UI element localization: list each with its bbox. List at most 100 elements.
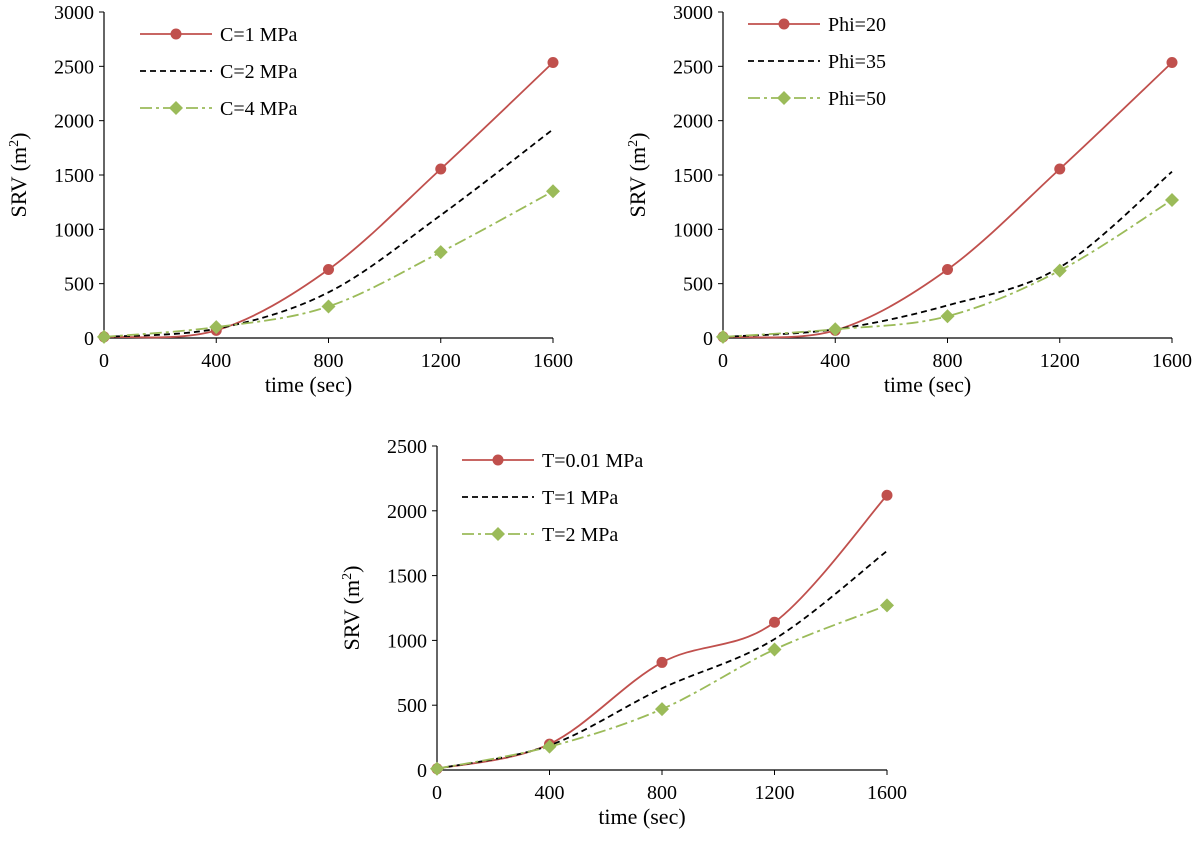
series-line — [103, 128, 554, 338]
legend-label: T=1 MPa — [542, 487, 618, 509]
legend-label: T=2 MPa — [542, 524, 618, 546]
series-2 — [103, 128, 554, 338]
series-line — [103, 190, 554, 338]
y-tick-label: 3000 — [54, 2, 94, 24]
y-axis-label: SRV (m2) — [625, 133, 650, 218]
legend-entry: Phi=50 — [748, 88, 886, 110]
legend-entry: C=2 MPa — [140, 61, 298, 83]
legend-entry: T=0.01 MPa — [462, 450, 643, 472]
legend-label: C=1 MPa — [220, 24, 298, 46]
data-point — [321, 299, 336, 314]
x-tick-label: 0 — [718, 350, 728, 372]
legend-marker — [777, 91, 791, 105]
x-axis-label: time (sec) — [265, 372, 352, 397]
legend-label: C=4 MPa — [220, 98, 298, 120]
legend-entry: T=2 MPa — [462, 524, 618, 546]
data-point — [97, 329, 111, 344]
data-point — [323, 264, 334, 276]
data-point — [1166, 57, 1178, 69]
data-point — [1054, 163, 1066, 175]
y-tick-label: 500 — [64, 274, 94, 296]
legend-label: T=0.01 MPa — [542, 450, 643, 472]
y-tick-label: 1500 — [54, 165, 94, 187]
data-point — [430, 761, 444, 776]
y-axis-label: SRV (m2) — [6, 133, 31, 218]
x-tick-label: 1600 — [533, 350, 573, 372]
y-axis-label-close: ) — [625, 133, 650, 140]
series-line — [436, 494, 888, 770]
data-point — [881, 489, 893, 501]
y-tick-label: 2500 — [54, 56, 94, 78]
y-tick-label: 2000 — [387, 501, 427, 523]
y-tick-label: 1000 — [387, 630, 427, 652]
x-tick-label: 800 — [314, 350, 344, 372]
y-axis-label-superscript: 2 — [7, 140, 22, 147]
x-tick-label: 400 — [201, 350, 231, 372]
legend-entry: Phi=20 — [748, 14, 886, 36]
data-point — [655, 702, 669, 717]
data-point — [1165, 192, 1179, 207]
y-tick-label: 1500 — [387, 566, 427, 588]
x-tick-label: 800 — [933, 350, 963, 372]
y-tick-label: 0 — [84, 328, 94, 350]
legend-marker — [170, 28, 182, 40]
x-axis-label: time (sec) — [598, 804, 685, 829]
x-tick-label: 1200 — [1040, 350, 1080, 372]
x-tick-label: 800 — [647, 782, 677, 804]
y-axis-label-superscript: 2 — [626, 140, 641, 147]
legend-entry: C=4 MPa — [140, 98, 298, 120]
data-point — [828, 322, 843, 337]
y-tick-label: 0 — [703, 328, 713, 350]
x-tick-label: 400 — [820, 350, 850, 372]
x-axis-label: time (sec) — [884, 372, 971, 397]
legend-marker — [169, 101, 183, 115]
y-tick-label: 1500 — [673, 165, 713, 187]
series-2 — [436, 550, 888, 770]
x-tick-label: 1600 — [867, 782, 907, 804]
chart-phi-friction-angle: 0 500 1000 1500 2000 2500 3000 0 400 800 1200 1600 t… — [625, 2, 1192, 397]
x-tick-label: 400 — [535, 782, 565, 804]
y-tick-label: 2500 — [387, 436, 427, 458]
x-tick-label: 1200 — [755, 782, 795, 804]
x-tick-label: 1200 — [421, 350, 461, 372]
chart-t-tensile-strength: 0 500 1000 1500 2000 2500 0 400 800 1200 1600 time … — [339, 436, 907, 829]
x-tick-label: 0 — [432, 782, 442, 804]
y-tick-label: 2000 — [673, 111, 713, 133]
series-line — [722, 61, 1173, 339]
legend-label: Phi=35 — [828, 51, 886, 73]
legend-label: Phi=50 — [828, 88, 886, 110]
y-axis-label: SRV (m2) — [339, 566, 364, 651]
data-point — [546, 184, 560, 199]
data-point — [767, 642, 782, 657]
y-axis-label-text: SRV (m — [6, 147, 31, 218]
y-tick-label: 1000 — [673, 219, 713, 241]
data-point — [1052, 263, 1067, 278]
data-point — [433, 245, 448, 260]
data-point — [435, 163, 447, 175]
legend-entry: Phi=35 — [748, 51, 886, 73]
legend-marker — [491, 527, 505, 541]
data-point — [880, 598, 894, 613]
y-tick-label: 3000 — [673, 2, 713, 24]
data-point — [942, 264, 953, 276]
chart-c-cohesion: 0 500 1000 1500 2000 2500 3000 0 400 800 1200 1600 t… — [6, 2, 573, 397]
series-3 — [716, 192, 1179, 344]
data-point — [542, 739, 557, 754]
x-tick-label: 0 — [99, 350, 109, 372]
legend-entry: T=1 MPa — [462, 487, 618, 509]
series-3 — [430, 598, 894, 776]
series-line — [436, 604, 888, 770]
data-point — [769, 616, 780, 628]
y-axis-label-text: SRV (m — [339, 580, 364, 651]
series-line — [436, 550, 888, 770]
y-axis-label-close: ) — [6, 133, 31, 140]
y-axis-label-superscript: 2 — [340, 573, 355, 580]
legend-entry: C=1 MPa — [140, 24, 298, 46]
x-tick-label: 1600 — [1152, 350, 1192, 372]
y-tick-label: 1000 — [54, 219, 94, 241]
y-tick-label: 2000 — [54, 111, 94, 133]
data-point — [209, 320, 224, 335]
y-tick-label: 2500 — [673, 56, 713, 78]
y-axis-label-close: ) — [339, 566, 364, 573]
